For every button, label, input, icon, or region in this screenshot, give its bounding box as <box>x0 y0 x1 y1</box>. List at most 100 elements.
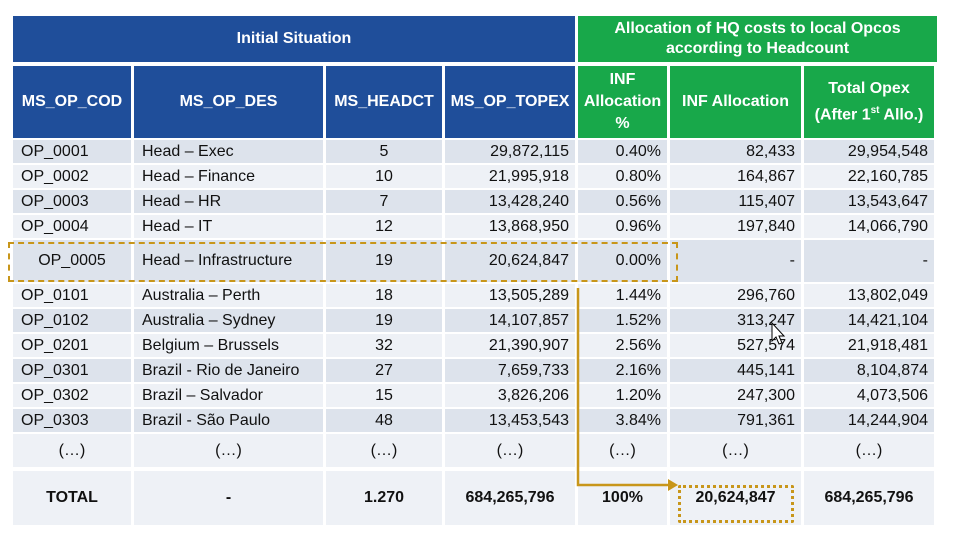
table-row-cell-topex: 13,453,543 <box>445 409 575 432</box>
table-row-cell-pct: 3.84% <box>578 409 667 432</box>
table-row-cell-pct: 1.44% <box>578 284 667 307</box>
col-ms-headct-header: MS_HEADCT <box>326 66 442 138</box>
table-row-cell-desc: Belgium – Brussels <box>134 334 323 357</box>
table-row-cell-total: (…) <box>804 434 934 467</box>
table-row-cell-headct: 12 <box>326 215 442 238</box>
total-allocation-highlight <box>678 485 794 523</box>
table-row-cell-total: 8,104,874 <box>804 359 934 382</box>
table-row-cell-total: 14,066,790 <box>804 215 934 238</box>
table-row-cell-total: 14,244,904 <box>804 409 934 432</box>
table-row-cell-topex: 20,624,847 <box>445 240 575 282</box>
table-row-cell-desc: (…) <box>134 434 323 467</box>
table-row-cell-desc: Head – HR <box>134 190 323 213</box>
table-row-cell-pct: 0.56% <box>578 190 667 213</box>
table-row-cell-code: OP_0301 <box>13 359 131 382</box>
table-row-cell-headct: 10 <box>326 165 442 188</box>
table-row-cell-headct: 18 <box>326 284 442 307</box>
table-row-cell-headct: 15 <box>326 384 442 407</box>
total-row-total: 684,265,796 <box>804 471 934 525</box>
table-row-cell-topex: (…) <box>445 434 575 467</box>
table-row-cell-topex: 7,659,733 <box>445 359 575 382</box>
table-row-cell-desc: Head – IT <box>134 215 323 238</box>
table-row-cell-topex: 13,505,289 <box>445 284 575 307</box>
table-row-cell-total: 29,954,548 <box>804 140 934 163</box>
table-row-cell-total: 22,160,785 <box>804 165 934 188</box>
table-row-cell-alloc: 197,840 <box>670 215 801 238</box>
table-row-cell-desc: Australia – Perth <box>134 284 323 307</box>
table-row-cell-alloc: 296,760 <box>670 284 801 307</box>
table-row-cell-desc: Head – Exec <box>134 140 323 163</box>
table-row-cell-alloc: - <box>670 240 801 282</box>
table-row-cell-headct: 7 <box>326 190 442 213</box>
table-row-cell-topex: 21,995,918 <box>445 165 575 188</box>
table-row-cell-desc: Brazil - São Paulo <box>134 409 323 432</box>
total-opex-label: Total Opex (After 1st Allo.) <box>815 78 924 126</box>
col-ms-op-cod-header: MS_OP_COD <box>13 66 131 138</box>
table-row-cell-topex: 29,872,115 <box>445 140 575 163</box>
table-row-cell-total: 13,802,049 <box>804 284 934 307</box>
table-row-cell-pct: 0.96% <box>578 215 667 238</box>
table-row-cell-headct: 5 <box>326 140 442 163</box>
total-opex-label-line2-end: Allo.) <box>879 106 924 124</box>
initial-situation-header: Initial Situation <box>13 16 575 62</box>
table-row-cell-pct: 1.52% <box>578 309 667 332</box>
total-row-pct: 100% <box>578 471 667 525</box>
total-opex-label-line2: (After 1 <box>814 106 871 124</box>
col-inf-allocation-pct-header: INF Allocation % <box>578 66 667 138</box>
table-row-cell-desc: Head – Infrastructure <box>134 240 323 282</box>
table-row-cell-pct: 0.00% <box>578 240 667 282</box>
table-row-cell-code: OP_0001 <box>13 140 131 163</box>
table-row-cell-code: OP_0002 <box>13 165 131 188</box>
table-row-cell-code: OP_0302 <box>13 384 131 407</box>
table-row-cell-topex: 13,428,240 <box>445 190 575 213</box>
table-row-cell-headct: (…) <box>326 434 442 467</box>
table-row-cell-headct: 27 <box>326 359 442 382</box>
table-row-cell-alloc: 164,867 <box>670 165 801 188</box>
table-row-cell-code: OP_0004 <box>13 215 131 238</box>
table-row-cell-total: 4,073,506 <box>804 384 934 407</box>
table-row-cell-code: OP_0101 <box>13 284 131 307</box>
table-row-cell-total: 21,918,481 <box>804 334 934 357</box>
table-row-cell-desc: Australia – Sydney <box>134 309 323 332</box>
table-row-cell-headct: 32 <box>326 334 442 357</box>
table-row-cell-alloc: 527,574 <box>670 334 801 357</box>
table-row-cell-pct: 2.16% <box>578 359 667 382</box>
table-row-cell-desc: Brazil - Rio de Janeiro <box>134 359 323 382</box>
col-inf-allocation-header: INF Allocation <box>670 66 801 138</box>
table-row-cell-pct: 0.80% <box>578 165 667 188</box>
table-row-cell-alloc: 247,300 <box>670 384 801 407</box>
col-ms-op-topex-header: MS_OP_TOPEX <box>445 66 575 138</box>
total-row-headct: 1.270 <box>326 471 442 525</box>
infrastructure-row-highlight <box>8 242 678 282</box>
table-row-cell-code: OP_0201 <box>13 334 131 357</box>
table-row-cell-topex: 21,390,907 <box>445 334 575 357</box>
table-row-cell-pct: 0.40% <box>578 140 667 163</box>
total-row-code: TOTAL <box>13 471 131 525</box>
total-opex-label-line1: Total Opex <box>828 79 910 97</box>
table-row-cell-code: OP_0102 <box>13 309 131 332</box>
allocation-header: Allocation of HQ costs to local Opcos ac… <box>578 16 937 62</box>
table-row-cell-pct: 2.56% <box>578 334 667 357</box>
col-ms-op-des-header: MS_OP_DES <box>134 66 323 138</box>
table-row-cell-desc: Brazil – Salvador <box>134 384 323 407</box>
table-row-cell-pct: 1.20% <box>578 384 667 407</box>
total-row-desc: - <box>134 471 323 525</box>
total-opex-label-sup: st <box>870 104 880 116</box>
table-row-cell-total: 14,421,104 <box>804 309 934 332</box>
table-row-cell-alloc: 115,407 <box>670 190 801 213</box>
table-row-cell-code: OP_0003 <box>13 190 131 213</box>
table-row-cell-code: OP_0303 <box>13 409 131 432</box>
table-row-cell-headct: 19 <box>326 309 442 332</box>
table-row-cell-topex: 14,107,857 <box>445 309 575 332</box>
table-row-cell-code: (…) <box>13 434 131 467</box>
table-row-cell-headct: 19 <box>326 240 442 282</box>
table-row-cell-headct: 48 <box>326 409 442 432</box>
total-row-alloc: 20,624,847 <box>670 471 801 525</box>
table-row-cell-topex: 3,826,206 <box>445 384 575 407</box>
table-row-cell-topex: 13,868,950 <box>445 215 575 238</box>
table-row-cell-code: OP_0005 <box>13 240 131 282</box>
table-row-cell-alloc: 313,247 <box>670 309 801 332</box>
table-row-cell-alloc: 82,433 <box>670 140 801 163</box>
table-row-cell-pct: (…) <box>578 434 667 467</box>
table-row-cell-total: 13,543,647 <box>804 190 934 213</box>
